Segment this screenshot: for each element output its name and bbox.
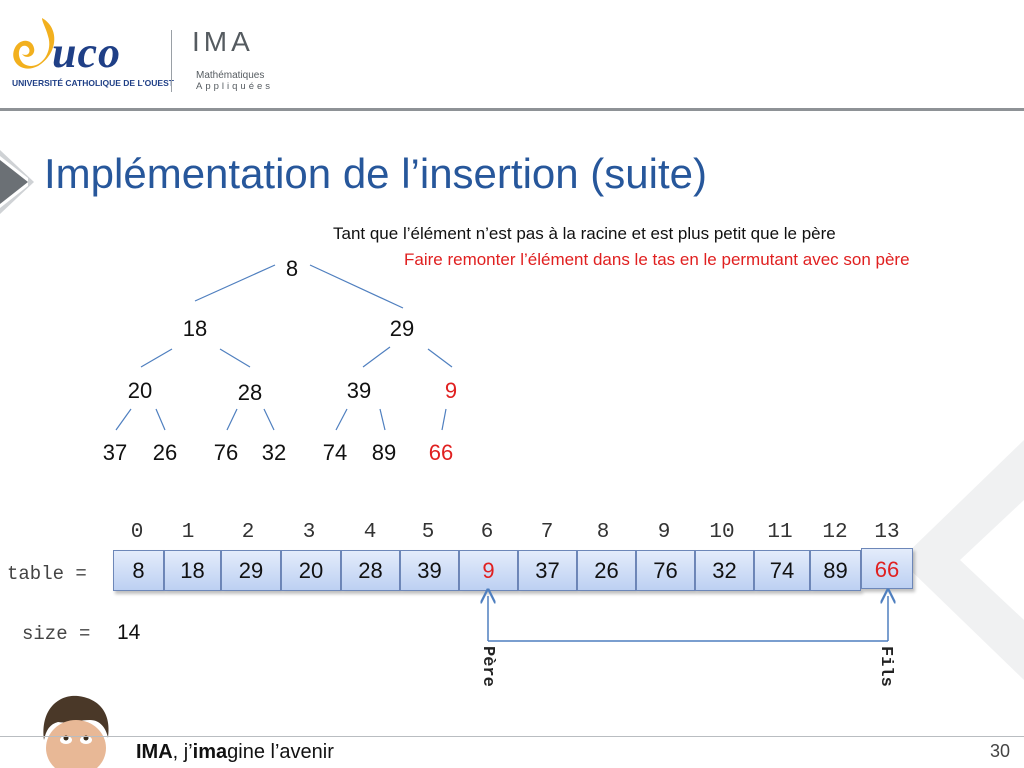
tree-edge bbox=[115, 408, 132, 431]
array-index: 10 bbox=[709, 521, 735, 544]
size-label: size = bbox=[22, 623, 91, 645]
array-cell: 20 bbox=[281, 550, 341, 591]
logo-divider bbox=[171, 30, 172, 92]
array-cell: 37 bbox=[518, 550, 577, 591]
algorithm-condition: Tant que l’élément n’est pas à la racine… bbox=[333, 224, 836, 243]
tree-edge bbox=[362, 346, 391, 368]
array-cell: 8 bbox=[113, 550, 164, 591]
tree-node: 29 bbox=[389, 316, 415, 341]
array-cell: 89 bbox=[810, 550, 861, 591]
footer-rule bbox=[0, 736, 1024, 737]
tree-edge bbox=[441, 408, 447, 431]
footer-portrait bbox=[43, 695, 109, 768]
tree-node: 9 bbox=[444, 378, 458, 403]
table-label: table = bbox=[7, 563, 87, 585]
array-cell: 66 bbox=[861, 548, 913, 589]
tree-edge bbox=[263, 408, 275, 431]
parent-pointer-label: Père bbox=[478, 646, 497, 687]
footer-brand: IMA bbox=[136, 741, 173, 763]
tree-node: 76 bbox=[213, 440, 239, 465]
array-cell: 9 bbox=[459, 550, 518, 591]
ima-subtitle-line1: Mathématiques bbox=[196, 70, 265, 81]
tree-edge bbox=[155, 408, 166, 431]
footer-text-bold: ima bbox=[192, 741, 228, 763]
tree-node: 8 bbox=[285, 256, 299, 281]
tree-node: 28 bbox=[237, 380, 263, 405]
array-index: 12 bbox=[822, 521, 848, 544]
footer-slogan: IMA, j’imagine l’avenir bbox=[136, 741, 334, 764]
tree-node: 18 bbox=[182, 316, 208, 341]
array-cell: 26 bbox=[577, 550, 636, 591]
array-cell: 76 bbox=[636, 550, 695, 591]
tree-edge bbox=[140, 348, 173, 368]
tree-edge bbox=[194, 264, 276, 302]
uco-subtitle: UNIVERSITÉ CATHOLIQUE DE L'OUEST bbox=[12, 78, 174, 88]
tree-edge bbox=[427, 348, 453, 368]
array-cell: 74 bbox=[754, 550, 810, 591]
tree-node: 39 bbox=[346, 378, 372, 403]
child-pointer-label: Fils bbox=[876, 646, 895, 687]
array-cell: 39 bbox=[400, 550, 459, 591]
ima-logo: IMA Mathématiques Appliquées bbox=[190, 26, 290, 96]
tree-node: 26 bbox=[152, 440, 178, 465]
tree-node: 32 bbox=[261, 440, 287, 465]
uco-logo: uco UNIVERSITÉ CATHOLIQUE DE L'OUEST bbox=[8, 14, 174, 92]
array-index: 11 bbox=[767, 521, 793, 544]
array-index: 6 bbox=[480, 521, 494, 544]
slide-title: Implémentation de l’insertion (suite) bbox=[44, 150, 707, 197]
page-number: 30 bbox=[990, 741, 1011, 761]
title-chevron-icon bbox=[0, 160, 28, 204]
footer-text-part1: , j’ bbox=[172, 741, 193, 763]
tree-node: 66 bbox=[428, 440, 454, 465]
tree-edge bbox=[309, 264, 404, 309]
tree-node: 89 bbox=[371, 440, 397, 465]
header-rule bbox=[0, 108, 1024, 111]
array-index: 8 bbox=[596, 521, 610, 544]
tree-node: 37 bbox=[102, 440, 128, 465]
uco-wordmark: uco bbox=[52, 28, 121, 77]
ima-wordmark: IMA bbox=[192, 26, 254, 57]
array-cell: 28 bbox=[341, 550, 400, 591]
algorithm-action: Faire remonter l’élément dans le tas en … bbox=[404, 250, 910, 269]
array-index: 9 bbox=[657, 521, 671, 544]
array-index: 4 bbox=[363, 521, 377, 544]
array-index: 2 bbox=[241, 521, 255, 544]
array-index: 3 bbox=[302, 521, 316, 544]
array-index: 1 bbox=[181, 521, 195, 544]
array-index: 13 bbox=[874, 521, 900, 544]
ima-subtitle-line2: Appliquées bbox=[196, 81, 274, 92]
array-index: 0 bbox=[130, 521, 144, 544]
array-index: 5 bbox=[421, 521, 435, 544]
tree-edge bbox=[379, 408, 386, 431]
array-cell: 18 bbox=[164, 550, 221, 591]
footer-text-part2: gine l’avenir bbox=[227, 741, 334, 763]
tree-node: 74 bbox=[322, 440, 348, 465]
chevron-watermark-icon bbox=[900, 440, 1024, 680]
tree-edge bbox=[219, 348, 251, 368]
uco-flame-icon bbox=[13, 18, 55, 69]
size-value: 14 bbox=[117, 621, 141, 644]
array-cell: 32 bbox=[695, 550, 754, 591]
array-cell: 29 bbox=[221, 550, 281, 591]
tree-node: 20 bbox=[127, 378, 153, 403]
array-index: 7 bbox=[540, 521, 554, 544]
tree-edge bbox=[335, 408, 348, 431]
tree-edge bbox=[226, 408, 238, 431]
